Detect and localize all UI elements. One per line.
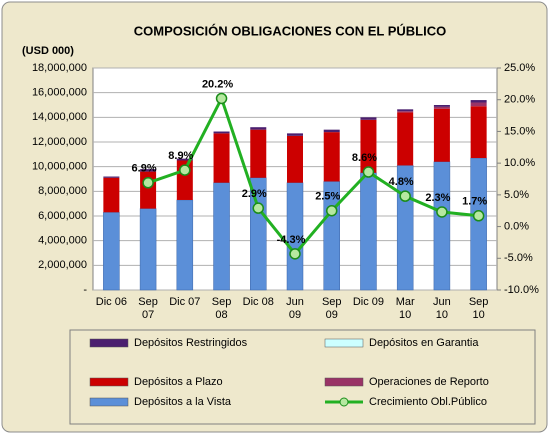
- line-marker: [325, 204, 338, 217]
- bar: [433, 161, 451, 291]
- y2-tick-label: -5.0%: [504, 252, 533, 264]
- legend-swatch: [89, 377, 129, 387]
- bar: [103, 177, 120, 213]
- y-axis-label: (USD 000): [22, 45, 74, 57]
- bar: [139, 208, 157, 291]
- chart-title: COMPOSICIÓN OBLIGACIONES CON EL PÚBLICO: [134, 23, 447, 38]
- x-tick-label: Sep 09: [322, 296, 342, 321]
- data-label: 2.9%: [242, 188, 267, 200]
- bar: [360, 172, 377, 291]
- legend-label: Depósitos Restringidos: [134, 337, 248, 349]
- line-marker: [289, 248, 301, 260]
- data-label: 2.5%: [315, 191, 340, 203]
- y-tick-label: 8,000,000: [38, 185, 87, 197]
- y-tick-label: 18,000,000: [32, 62, 87, 74]
- line: [147, 94, 479, 257]
- data-label: 4.8%: [389, 176, 414, 188]
- bar: [213, 131, 230, 134]
- legend-swatch: [324, 377, 364, 387]
- bar: [470, 106, 487, 159]
- y2-tick-label: 15.0%: [504, 125, 535, 137]
- x-tick-label: Sep 07: [138, 296, 158, 321]
- y2-tick-label: 10.0%: [504, 157, 535, 169]
- legend-label: Depósitos en Garantia: [369, 337, 479, 349]
- data-label: 2.3%: [425, 192, 450, 204]
- bar: [103, 176, 120, 178]
- x-tick-label: Jun 10: [433, 296, 451, 321]
- bar: [397, 111, 414, 113]
- data-label: 6.9%: [132, 163, 157, 175]
- legend-label: Crecimiento Obl.Público: [369, 396, 487, 408]
- y2-tick-label: -10.0%: [504, 284, 539, 296]
- legend-label: Depósitos a la Vista: [134, 396, 232, 408]
- legend-label: Operaciones de Reporto: [369, 376, 489, 388]
- line-marker: [215, 92, 228, 105]
- y-tick-label: 12,000,000: [32, 136, 87, 148]
- y-tick-label: 14,000,000: [32, 111, 87, 123]
- legend-swatch: [89, 397, 129, 407]
- bar: [140, 169, 157, 172]
- data-label: 20.2%: [202, 78, 233, 90]
- line-marker: [252, 202, 265, 214]
- x-tick-label: Sep 10: [469, 296, 489, 321]
- bar: [397, 109, 414, 112]
- bar: [360, 119, 377, 173]
- y-tick-label: 6,000,000: [38, 210, 87, 222]
- data-label: -4.3%: [277, 234, 306, 246]
- bar: [323, 132, 340, 182]
- legend-swatch: [89, 338, 129, 348]
- bar: [213, 182, 230, 291]
- line-marker: [179, 164, 191, 176]
- legend-label: Depósitos a Plazo: [134, 376, 223, 388]
- bar: [250, 127, 267, 130]
- bar: [470, 102, 487, 107]
- legend: [69, 329, 536, 425]
- bar: [433, 108, 450, 162]
- x-tick-label: Dic 06: [96, 296, 127, 308]
- line-marker: [362, 166, 375, 178]
- bar: [176, 199, 194, 291]
- bar: [176, 158, 193, 161]
- y-tick-label: 2,000,000: [38, 259, 87, 271]
- line-marker: [472, 210, 485, 222]
- y2-tick-label: 5.0%: [504, 189, 529, 201]
- bar: [213, 133, 230, 183]
- y-tick-label: -: [83, 284, 87, 296]
- bar: [287, 133, 303, 136]
- bar: [103, 212, 120, 291]
- bar: [433, 105, 450, 107]
- x-tick-label: Dic 07: [169, 296, 200, 308]
- bar: [287, 135, 303, 183]
- bar: [360, 117, 377, 120]
- data-label: 1.7%: [462, 196, 487, 208]
- y2-tick-label: 25.0%: [504, 62, 535, 74]
- line-marker: [436, 206, 448, 218]
- x-tick-label: Jun 09: [286, 296, 304, 321]
- bar: [470, 157, 487, 291]
- bar: [470, 100, 487, 103]
- x-tick-label: Mar 10: [396, 296, 415, 321]
- line-marker: [399, 190, 411, 202]
- y-tick-label: 10,000,000: [32, 161, 87, 173]
- bar: [433, 106, 450, 109]
- y2-tick-label: 0.0%: [504, 220, 529, 232]
- data-label: 8.9%: [168, 150, 193, 162]
- x-tick-label: Dic 08: [243, 296, 274, 308]
- data-label: 8.6%: [352, 152, 377, 164]
- line-marker: [142, 177, 154, 189]
- legend-swatch: [339, 397, 349, 407]
- y-tick-label: 4,000,000: [38, 235, 87, 247]
- bar: [397, 112, 414, 166]
- y2-tick-label: 20.0%: [504, 94, 535, 106]
- bar: [250, 129, 267, 178]
- bar: [323, 129, 340, 133]
- x-tick-label: Sep 08: [212, 296, 232, 321]
- x-tick-label: Dic 09: [353, 296, 384, 308]
- y-tick-label: 16,000,000: [32, 87, 87, 99]
- legend-swatch: [324, 338, 364, 348]
